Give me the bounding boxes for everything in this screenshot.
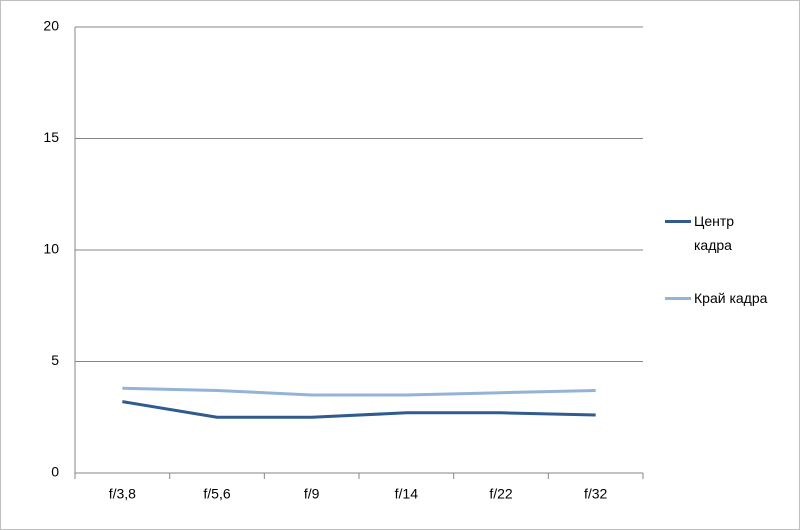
y-tick-label: 10: [43, 241, 59, 257]
legend-label: Край кадра: [694, 290, 768, 306]
y-tick-label: 20: [43, 18, 59, 34]
y-tick-label: 0: [51, 464, 59, 480]
x-tick-label: f/22: [489, 486, 513, 502]
x-tick-label: f/32: [584, 486, 608, 502]
x-tick-label: f/9: [304, 486, 320, 502]
legend-item: Край кадра: [665, 286, 790, 310]
legend-item: Центр кадра: [665, 209, 790, 257]
y-tick-label: 15: [43, 129, 59, 145]
x-tick-label: f/14: [395, 486, 419, 502]
series-line: [122, 400, 596, 419]
legend-swatch: [665, 297, 691, 300]
series-line: [122, 386, 596, 397]
legend-swatch: [665, 220, 691, 223]
x-tick-label: f/5,6: [203, 486, 230, 502]
y-tick-label: 5: [51, 352, 59, 368]
x-tick-label: f/3,8: [109, 486, 136, 502]
legend-label: Центр кадра: [694, 213, 735, 253]
